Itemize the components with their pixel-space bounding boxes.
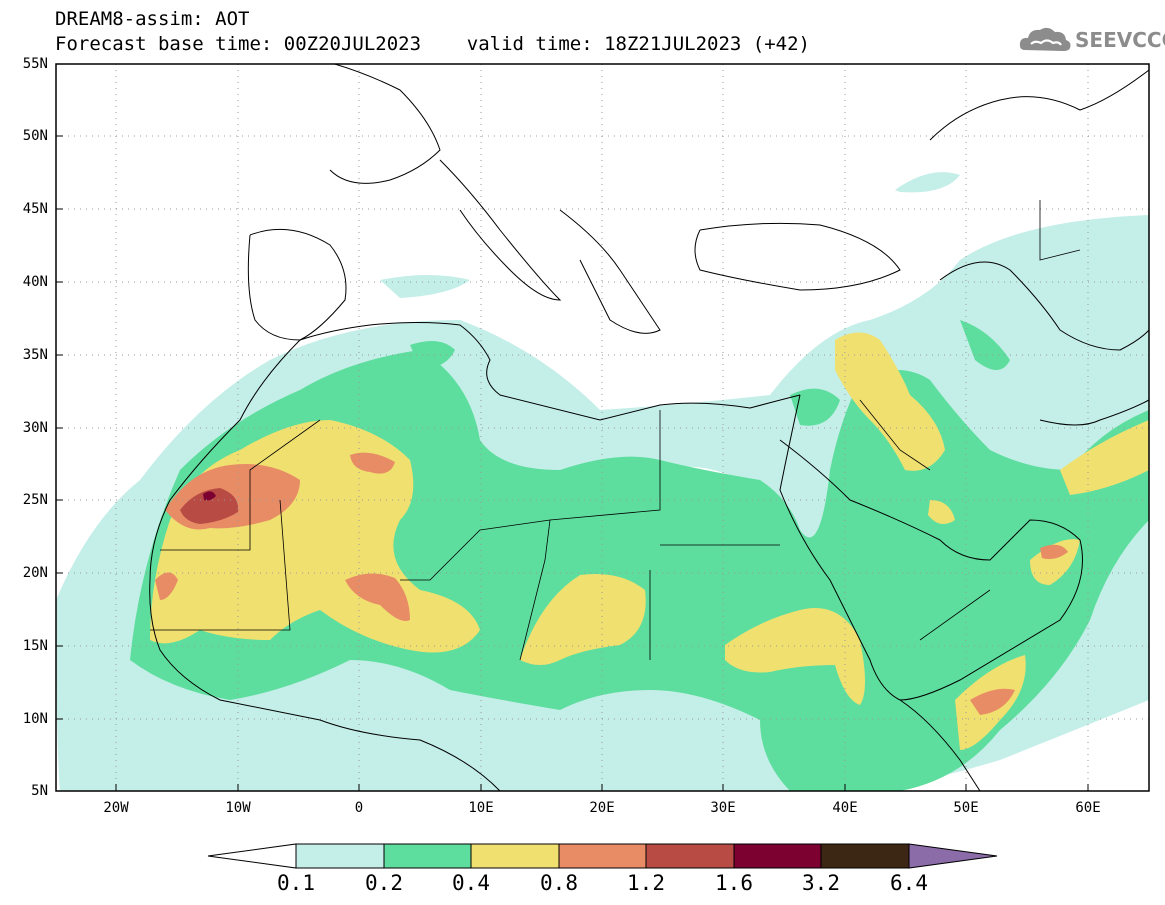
forecast-time-line: Forecast base time: 00Z20JUL2023 valid t… (55, 33, 810, 55)
lon-label: 10W (225, 800, 251, 816)
colorbar-label: 0.4 (452, 871, 490, 895)
colorbar-label: 1.6 (715, 871, 753, 895)
lon-label: 40E (832, 800, 858, 816)
lat-label: 15N (22, 638, 48, 654)
lat-label: 35N (22, 347, 48, 363)
lat-lon-grid (56, 64, 1149, 791)
colorbar-label: 0.1 (277, 871, 315, 895)
lat-label: 5N (31, 783, 48, 799)
colorbar-label: 6.4 (890, 871, 928, 895)
coastlines (149, 64, 1149, 791)
cloud-icon (1019, 27, 1071, 51)
lat-label: 30N (22, 420, 48, 436)
colorbar-label: 1.2 (627, 871, 665, 895)
lon-label: 50E (953, 800, 979, 816)
colorbar-label: 3.2 (802, 871, 840, 895)
country-borders (150, 200, 1081, 661)
lon-label: 20W (103, 800, 129, 816)
lon-label: 30E (710, 800, 736, 816)
lat-label: 45N (22, 201, 48, 217)
lat-label: 20N (22, 565, 48, 581)
lon-label: 20E (589, 800, 615, 816)
lon-label: 10E (468, 800, 494, 816)
lat-label: 55N (22, 56, 48, 72)
colorbar-label: 0.8 (540, 871, 578, 895)
lat-label: 50N (22, 128, 48, 144)
lat-label: 40N (22, 274, 48, 290)
lon-label: 0 (354, 800, 364, 816)
logo-text: SEEVCCC (1075, 28, 1165, 52)
chart-title: DREAM8-assim: AOT (55, 8, 250, 30)
colorbar-label: 0.2 (365, 871, 403, 895)
lat-label: 25N (22, 492, 48, 508)
lon-label: 60E (1075, 800, 1101, 816)
lat-label: 10N (22, 711, 48, 727)
seevccc-logo: SEEVCCC (1017, 22, 1165, 58)
